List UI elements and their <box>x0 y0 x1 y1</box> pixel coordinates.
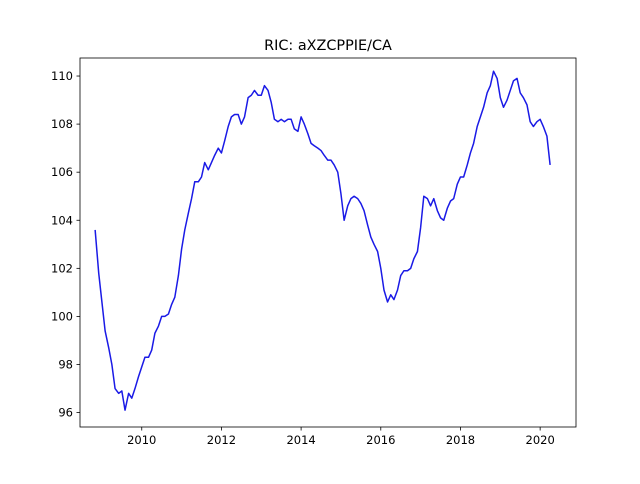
y-tick-label: 110 <box>51 69 73 83</box>
x-tick-label: 2010 <box>127 433 156 447</box>
axes-frame <box>79 57 577 428</box>
series-line <box>94 70 551 411</box>
y-tick-label: 106 <box>51 165 73 179</box>
x-tick-label: 2012 <box>207 433 236 447</box>
y-tick-label: 100 <box>51 309 73 323</box>
x-tick-label: 2016 <box>366 433 395 447</box>
y-tick-label: 104 <box>51 213 73 227</box>
y-tick-label: 98 <box>58 357 73 371</box>
y-tick-label: 96 <box>58 406 73 420</box>
x-tick-label: 2020 <box>526 433 555 447</box>
x-tick-label: 2014 <box>286 433 315 447</box>
y-tick-label: 102 <box>51 261 73 275</box>
plot-area: 2010 2012 2014 2016 2018 2020 96 98 100 102 104 106… <box>51 57 577 447</box>
y-tick-label: 108 <box>51 117 73 131</box>
x-tick-label: 2018 <box>446 433 475 447</box>
chart-title: RIC: aXZCPPIE/CA <box>264 38 392 54</box>
